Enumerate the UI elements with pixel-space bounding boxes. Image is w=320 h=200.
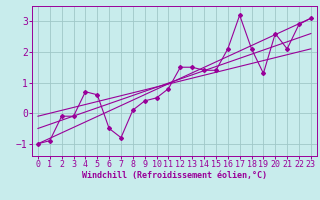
X-axis label: Windchill (Refroidissement éolien,°C): Windchill (Refroidissement éolien,°C) <box>82 171 267 180</box>
